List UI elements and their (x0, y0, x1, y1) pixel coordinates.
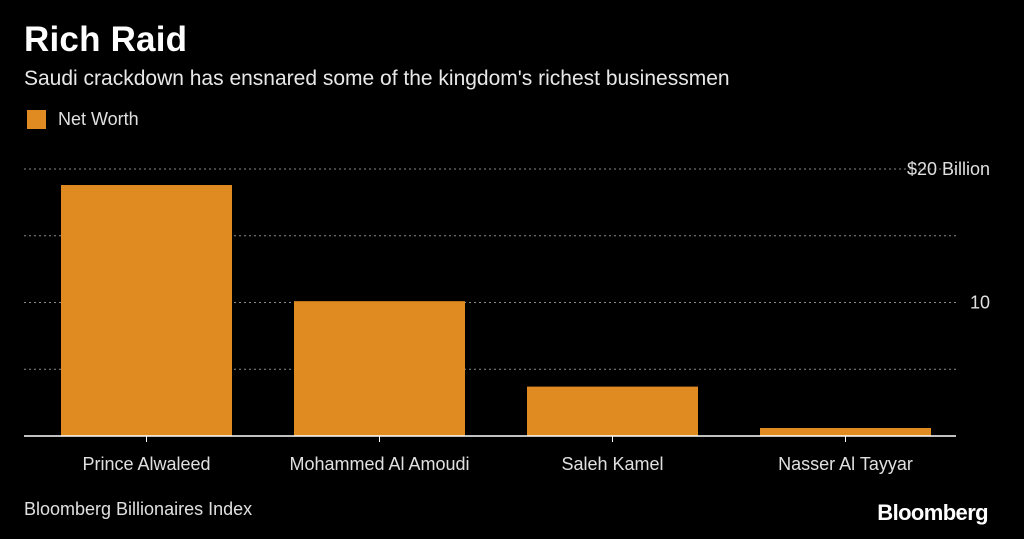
bar (760, 427, 931, 436)
y-tick-label: $20 Billion (907, 159, 990, 179)
legend-swatch (27, 110, 46, 129)
legend-label: Net Worth (58, 109, 139, 129)
legend: Net Worth (27, 109, 139, 130)
bloomberg-logo: Bloomberg (877, 500, 988, 525)
x-tick-label: Saleh Kamel (561, 454, 663, 474)
chart-subtitle: Saudi crackdown has ensnared some of the… (24, 67, 730, 90)
bar (527, 386, 698, 436)
x-tick-label: Nasser Al Tayyar (778, 454, 913, 474)
y-tick-label: 10 (970, 293, 990, 313)
x-tick-label: Mohammed Al Amoudi (289, 454, 469, 474)
chart-title: Rich Raid (24, 20, 188, 59)
x-tick-label: Prince Alwaleed (82, 454, 210, 474)
bar (61, 185, 232, 436)
bar (294, 301, 465, 436)
source-note: Bloomberg Billionaires Index (24, 499, 253, 519)
